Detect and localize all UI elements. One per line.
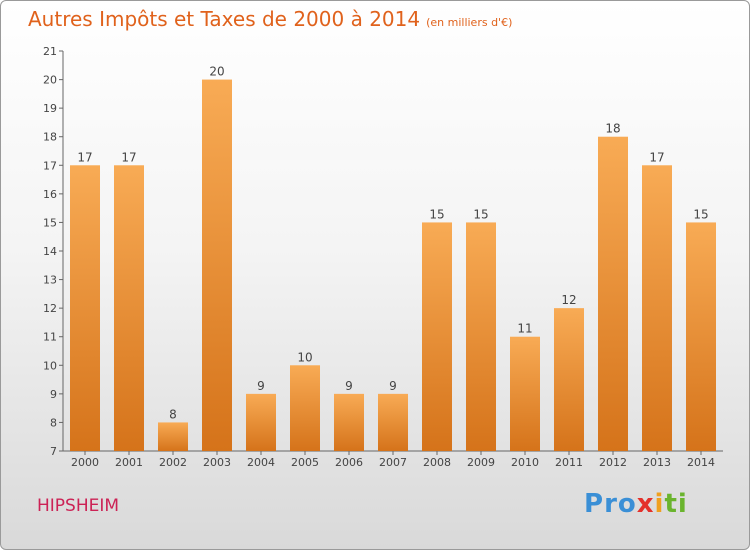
data-label: 10 [297,350,312,364]
y-tick-label: 11 [43,331,57,344]
bar [334,393,364,451]
y-tick-label: 7 [50,445,57,458]
logo-letter: i [677,489,688,519]
x-tick-label: 2007 [379,456,407,469]
x-tick-label: 2010 [511,456,539,469]
y-tick-label: 14 [43,245,57,258]
bar [422,222,452,451]
x-tick-label: 2013 [643,456,671,469]
y-tick-label: 17 [43,159,57,172]
data-label: 15 [693,207,708,221]
bar [598,136,628,451]
logo-letter: r [604,489,618,519]
bar [510,336,540,451]
y-tick-label: 8 [50,416,57,429]
y-tick-label: 21 [43,45,57,58]
data-label: 15 [429,207,444,221]
chart-title: Autres Impôts et Taxes de 2000 à 2014 (en… [28,7,512,31]
bar [70,165,100,452]
data-label: 12 [561,293,576,307]
title-unit: (en milliers d'€) [426,16,513,29]
y-tick-label: 10 [43,359,57,372]
y-tick-label: 15 [43,216,57,229]
y-tick-label: 9 [50,388,57,401]
y-tick-label: 12 [43,302,57,315]
data-label: 9 [389,379,397,393]
y-tick-label: 19 [43,102,57,115]
bar [246,393,276,451]
data-label: 9 [345,379,353,393]
logo-letter: t [664,489,678,519]
data-label: 17 [77,150,92,164]
x-tick-label: 2014 [687,456,715,469]
x-tick-label: 2009 [467,456,495,469]
data-label: 18 [605,122,620,136]
y-tick-label: 18 [43,131,57,144]
bar [114,165,144,452]
data-label: 9 [257,379,265,393]
x-tick-label: 2001 [115,456,143,469]
title-text: Autres Impôts et Taxes de 2000 à 2014 [28,7,421,31]
y-tick-label: 20 [43,74,57,87]
x-tick-label: 2006 [335,456,363,469]
data-label: 17 [649,150,664,164]
x-tick-label: 2003 [203,456,231,469]
logo-letter: i [654,489,665,519]
bar [378,393,408,451]
x-tick-label: 2000 [71,456,99,469]
x-tick-label: 2005 [291,456,319,469]
x-tick-label: 2011 [555,456,583,469]
x-tick-label: 2008 [423,456,451,469]
data-label: 15 [473,207,488,221]
logo-letter: o [617,489,637,519]
y-tick-label: 13 [43,274,57,287]
bar [642,165,672,452]
proxiti-logo: Proxiti [584,489,688,519]
bar [686,222,716,451]
data-label: 17 [121,150,136,164]
logo-letter: P [584,489,605,519]
commune-name: HIPSHEIM [37,496,120,516]
bar [202,79,232,452]
data-label: 11 [517,322,532,336]
x-tick-label: 2004 [247,456,275,469]
data-label: 20 [209,65,224,79]
bar [158,422,188,451]
bar [554,308,584,451]
x-tick-label: 2002 [159,456,187,469]
data-label: 8 [169,407,177,421]
bar [466,222,496,451]
x-tick-label: 2012 [599,456,627,469]
y-tick-label: 16 [43,188,57,201]
bar [290,365,320,451]
logo-letter: x [636,489,655,519]
